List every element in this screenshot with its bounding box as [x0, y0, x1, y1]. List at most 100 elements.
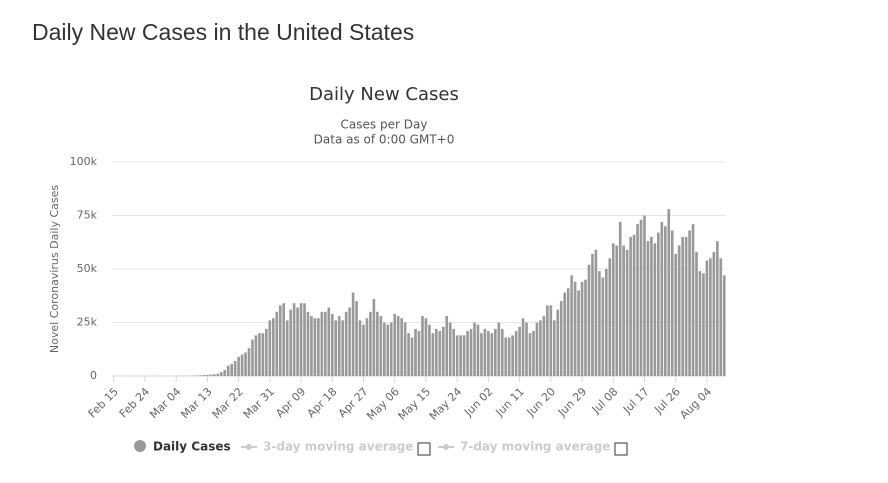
y-tick-label: 50k [77, 262, 98, 275]
bar [608, 258, 612, 376]
bar [497, 322, 501, 376]
bar [650, 236, 653, 376]
x-tick-label: Jun 11 [492, 385, 526, 419]
bar [341, 320, 345, 376]
bar [344, 311, 348, 376]
bar [334, 320, 338, 376]
bar [542, 316, 546, 376]
bar [601, 277, 605, 376]
x-tick-label: Apr 18 [304, 385, 339, 420]
bar [299, 303, 303, 376]
bar [199, 375, 202, 376]
bar [643, 215, 646, 376]
bar [376, 311, 379, 376]
bar [240, 354, 244, 376]
bar [431, 333, 435, 376]
bar [202, 375, 206, 376]
x-tick-label: May 24 [427, 385, 465, 423]
bar [414, 328, 417, 376]
bar [507, 337, 511, 376]
x-tick-label: Mar 13 [178, 385, 214, 421]
bar [528, 333, 532, 376]
x-tick-label: Mar 04 [147, 385, 183, 421]
bar [462, 335, 466, 376]
bar [382, 322, 386, 376]
bar [636, 224, 639, 376]
bar [285, 320, 289, 376]
bar [417, 331, 421, 376]
bar [251, 339, 254, 376]
bar [552, 320, 556, 376]
bar [691, 224, 695, 376]
bar [532, 331, 535, 376]
bar [611, 243, 615, 376]
bar [549, 305, 553, 376]
bar [559, 301, 563, 376]
bar [303, 303, 306, 376]
bar [233, 361, 237, 376]
y-tick-label: 0 [90, 369, 97, 382]
bar [452, 328, 456, 376]
bar [369, 311, 372, 376]
bar [480, 333, 483, 376]
bar [580, 281, 584, 376]
bar [244, 352, 247, 376]
bar [514, 331, 518, 376]
bar [275, 311, 279, 376]
bar [278, 305, 282, 376]
bar [653, 243, 657, 376]
x-tick-label: Apr 09 [273, 385, 308, 420]
legend-symbol [134, 440, 146, 452]
bar [237, 356, 240, 376]
x-tick-label: Jun 20 [524, 385, 558, 419]
bar [657, 232, 660, 376]
bar [466, 331, 469, 376]
bar [695, 251, 698, 376]
bar [663, 226, 667, 376]
bar [247, 348, 251, 376]
chart-subtitle: Cases per Day [341, 118, 428, 132]
x-tick-label: Aug 04 [677, 385, 714, 422]
bar [615, 245, 619, 376]
checkbox[interactable] [614, 442, 628, 456]
bar [258, 333, 261, 376]
bar [365, 318, 369, 376]
bar [709, 258, 712, 376]
bar [195, 375, 199, 376]
bar [310, 316, 313, 376]
chart-title: Daily New Cases [309, 84, 459, 105]
bar [441, 326, 445, 376]
legend-label[interactable]: 3-day moving average [263, 440, 413, 454]
bar [226, 365, 230, 376]
bar [660, 221, 664, 376]
bar [213, 374, 216, 376]
bar [504, 337, 508, 376]
bar [632, 234, 636, 376]
bar [622, 245, 625, 376]
bar [393, 313, 397, 376]
bar [448, 322, 452, 376]
bar [320, 311, 324, 376]
bar [521, 318, 525, 376]
bar [296, 307, 299, 376]
bar [400, 318, 403, 376]
checkbox[interactable] [417, 442, 431, 456]
bar [421, 316, 424, 376]
chart-subtitle: Data as of 0:00 GMT+0 [314, 133, 455, 147]
bar [206, 374, 209, 376]
bar [681, 236, 684, 376]
x-tick-label: Feb 15 [86, 385, 121, 420]
bar [358, 320, 362, 376]
legend-label[interactable]: 7-day moving average [460, 440, 610, 454]
bar [546, 305, 549, 376]
bar [337, 316, 341, 376]
legend-label[interactable]: Daily Cases [153, 440, 231, 454]
bar [577, 290, 580, 376]
bar [473, 322, 476, 376]
bar [674, 254, 678, 376]
bar [223, 370, 227, 376]
bar [667, 209, 671, 376]
bar [455, 335, 459, 376]
